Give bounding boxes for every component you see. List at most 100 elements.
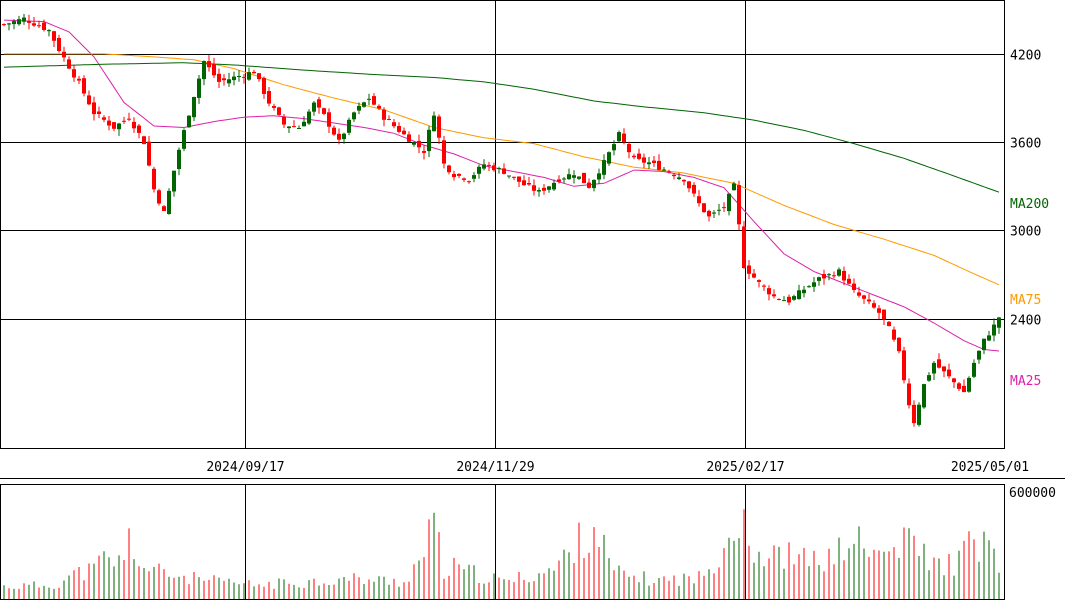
date-axis: 2024/09/17 2024/11/29 2025/02/17 2025/05/01 (0, 460, 1065, 479)
candle-up (727, 193, 731, 212)
candle-up (602, 160, 606, 175)
candle-up (297, 128, 301, 129)
candle-up (547, 186, 551, 190)
candle-down (127, 118, 131, 120)
candle-down (207, 61, 211, 68)
candle-down (157, 190, 161, 204)
candle-down (467, 181, 471, 183)
price-axis-ticks: 4200 3600 3000 2400 (1010, 49, 1041, 329)
candle-up (347, 119, 351, 133)
price-grid (0, 1, 1004, 448)
candle-up (352, 112, 356, 120)
price-tick-label: 3000 (1010, 225, 1041, 240)
candle-down (27, 20, 31, 23)
candle-down (222, 78, 226, 81)
candle-up (992, 324, 996, 336)
candle-up (932, 362, 936, 374)
candle-up (172, 170, 176, 192)
candle-down (907, 383, 911, 406)
volume-axis-ticks: 600000 (1009, 486, 1056, 501)
candle-down (857, 292, 861, 296)
ma-line-ma200 (3, 62, 1000, 193)
candle-up (732, 183, 736, 191)
candle-up (987, 335, 991, 341)
candle-down (742, 226, 746, 268)
candle-down (442, 140, 446, 164)
candle-down (437, 116, 441, 138)
candle-up (782, 300, 786, 302)
candle-up (807, 286, 811, 288)
candle-up (572, 175, 576, 178)
candle-down (402, 130, 406, 135)
price-tick-label: 3600 (1010, 137, 1041, 152)
candle-up (607, 152, 611, 164)
candle-down (322, 108, 326, 114)
candle-up (977, 350, 981, 360)
candle-up (362, 102, 366, 107)
candle-up (507, 175, 511, 177)
candle-up (717, 209, 721, 211)
candle-down (752, 273, 756, 278)
price-panel: 4200 3600 3000 2400 MA200 MA75 MA25 (0, 0, 1049, 449)
candle-down (372, 96, 376, 105)
candle-down (952, 378, 956, 383)
candle-down (447, 165, 451, 173)
candle-up (802, 289, 806, 294)
candle-down (407, 134, 411, 142)
candle-up (412, 142, 416, 145)
candle-up (367, 98, 371, 100)
candle-down (257, 73, 261, 80)
candle-down (97, 111, 101, 114)
candle-down (492, 165, 496, 171)
candle-up (592, 179, 596, 189)
candle-down (667, 171, 671, 173)
candle-up (17, 19, 21, 25)
candle-down (557, 179, 561, 182)
candle-down (282, 116, 286, 125)
candle-up (597, 173, 601, 180)
candle-down (877, 308, 881, 313)
candle-up (972, 362, 976, 377)
candle-up (182, 130, 186, 149)
candle-down (417, 140, 421, 148)
candle-up (927, 375, 931, 381)
candle-down (522, 180, 526, 186)
candle-up (477, 166, 481, 174)
candle-down (252, 71, 256, 74)
candle-up (177, 149, 181, 169)
candle-up (567, 174, 571, 180)
candle-up (117, 123, 121, 130)
candle-up (12, 21, 16, 25)
candle-down (457, 173, 461, 176)
candle-down (337, 133, 341, 140)
candle-up (677, 177, 681, 179)
candle-down (847, 278, 851, 284)
candle-down (292, 126, 296, 128)
candle-down (462, 178, 466, 180)
candle-down (912, 404, 916, 424)
candle-down (37, 25, 41, 27)
candle-up (497, 168, 501, 170)
candle-down (212, 63, 216, 76)
ma200-label: MA200 (1010, 197, 1049, 212)
candle-up (227, 79, 231, 84)
moving-average-lines (3, 19, 1000, 352)
price-tick-label: 4200 (1010, 49, 1041, 64)
candle-up (817, 277, 821, 281)
candle-up (537, 190, 541, 192)
candle-down (622, 133, 626, 143)
candle-up (562, 178, 566, 180)
candle-down (82, 78, 86, 94)
candle-down (152, 168, 156, 190)
price-tick-label: 2400 (1010, 314, 1041, 329)
candle-down (277, 107, 281, 115)
candle-down (882, 309, 886, 320)
candle-down (487, 164, 491, 166)
candle-down (687, 181, 691, 189)
candle-down (67, 59, 71, 69)
candle-down (862, 295, 866, 299)
candle-down (707, 210, 711, 217)
candle-up (662, 169, 666, 171)
candle-down (87, 95, 91, 105)
candle-up (922, 384, 926, 408)
